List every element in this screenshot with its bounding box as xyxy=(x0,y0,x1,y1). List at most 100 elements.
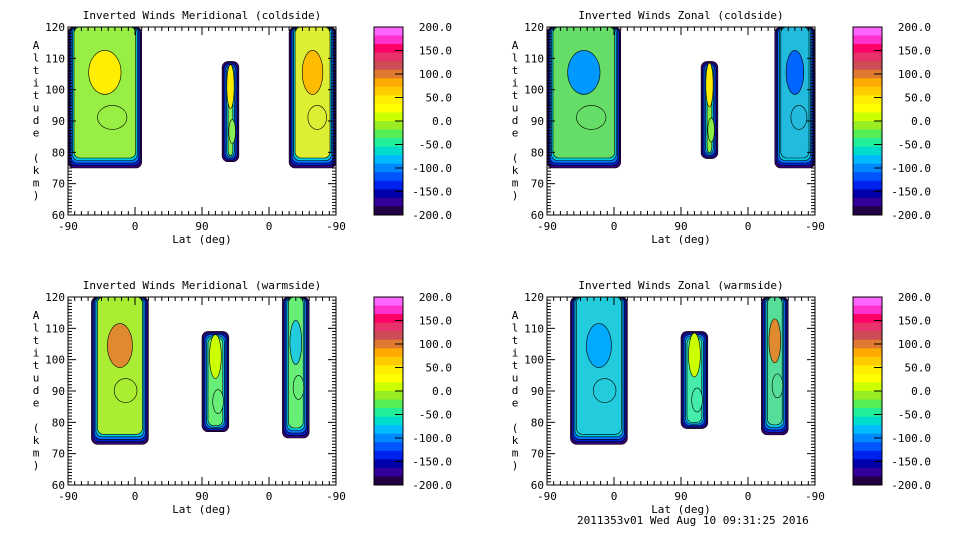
y-axis-label-char: ( xyxy=(512,152,519,165)
y-tick-label: 120 xyxy=(524,291,544,304)
colorbar-label: 0.0 xyxy=(911,385,931,398)
y-tick-label: 120 xyxy=(45,21,65,34)
colorbar-swatch xyxy=(853,103,882,113)
y-axis-label-char: ) xyxy=(512,459,519,472)
x-tick-label: 0 xyxy=(611,220,618,233)
y-axis-label-char: i xyxy=(512,77,519,90)
colorbar-swatch xyxy=(853,305,882,315)
colorbar-swatch xyxy=(853,322,882,332)
x-axis-label: Lat (deg) xyxy=(651,503,711,516)
y-tick-label: 120 xyxy=(524,21,544,34)
colorbar-swatch xyxy=(374,331,403,341)
data-region xyxy=(221,61,240,163)
y-tick-label: 110 xyxy=(45,322,65,335)
colorbar-label: 100.0 xyxy=(419,338,452,351)
y-tick-label: 90 xyxy=(531,115,544,128)
colorbar-swatch xyxy=(853,459,882,469)
y-axis-label-char: ( xyxy=(33,152,40,165)
colorbar-swatch xyxy=(374,86,403,96)
colorbar-swatch xyxy=(374,189,403,199)
y-tick-label: 110 xyxy=(524,322,544,335)
y-axis-label-char: ( xyxy=(512,422,519,435)
y-tick-label: 80 xyxy=(52,146,65,159)
y-tick-label: 70 xyxy=(52,178,65,191)
y-tick-label: 80 xyxy=(52,416,65,429)
colorbar-label: 200.0 xyxy=(898,21,931,34)
colorbar-label: 200.0 xyxy=(898,291,931,304)
y-tick-label: 60 xyxy=(52,209,65,222)
contour-band xyxy=(228,119,236,144)
colorbar-swatch xyxy=(374,305,403,315)
contour-band xyxy=(292,375,305,400)
y-axis-label-char: t xyxy=(33,89,40,102)
x-axis-label: Lat (deg) xyxy=(172,503,232,516)
colorbar-swatch xyxy=(853,399,882,409)
colorbar-swatch xyxy=(374,78,403,88)
x-tick-label: -90 xyxy=(537,220,557,233)
colorbar-label: 150.0 xyxy=(898,315,931,328)
colorbar-swatch xyxy=(853,163,882,173)
data-region xyxy=(91,296,149,445)
colorbar-label: -100.0 xyxy=(412,162,452,175)
colorbar-label: 50.0 xyxy=(905,92,932,105)
colorbar-label: 0.0 xyxy=(432,385,452,398)
contour-band xyxy=(567,50,601,95)
y-axis-label-char: m xyxy=(33,177,40,190)
colorbar-swatch xyxy=(853,297,882,307)
colorbar-swatch xyxy=(853,146,882,156)
contour-band xyxy=(88,50,122,95)
y-axis-label-char: m xyxy=(512,447,519,460)
colorbar-swatch xyxy=(374,52,403,62)
x-axis-label: Lat (deg) xyxy=(172,233,232,246)
colorbar-swatch xyxy=(374,433,403,443)
y-axis-label-char xyxy=(33,139,40,152)
colorbar-swatch xyxy=(853,27,882,37)
y-axis-label-char: d xyxy=(33,114,40,127)
x-tick-label: -90 xyxy=(326,490,346,503)
colorbar-swatch xyxy=(853,314,882,324)
colorbar-label: -150.0 xyxy=(891,186,931,199)
colorbar-swatch xyxy=(374,322,403,332)
contour-band xyxy=(691,387,703,413)
x-tick-label: 0 xyxy=(132,220,139,233)
data-region xyxy=(774,26,816,169)
data-region xyxy=(546,26,621,169)
colorbar-swatch xyxy=(374,121,403,131)
colorbar-swatch xyxy=(374,416,403,426)
y-tick-label: 70 xyxy=(531,178,544,191)
y-axis-label-char: t xyxy=(512,359,519,372)
colorbar-swatch xyxy=(853,416,882,426)
contour-band xyxy=(707,117,715,143)
y-axis-label-char: l xyxy=(512,52,519,65)
y-axis-label-char: ) xyxy=(33,459,40,472)
y-tick-label: 90 xyxy=(52,385,65,398)
data-region xyxy=(67,26,142,169)
colorbar-swatch xyxy=(853,365,882,375)
colorbar-swatch xyxy=(374,314,403,324)
colorbar-swatch xyxy=(374,163,403,173)
colorbar-swatch xyxy=(853,86,882,96)
y-tick-label: 60 xyxy=(531,479,544,492)
y-tick-label: 100 xyxy=(45,354,65,367)
y-axis-label-char: u xyxy=(33,372,40,385)
plot-1: 60 70 80 90 100 110 120 -90 0 90 0 -90 Inverted Wind… xyxy=(33,9,452,246)
y-axis-label-char: t xyxy=(512,334,519,347)
colorbar-label: 0.0 xyxy=(911,115,931,128)
colorbar-swatch xyxy=(374,391,403,401)
colorbar-swatch xyxy=(853,339,882,349)
plot-3: 60 70 80 90 100 110 120 -90 0 90 0 -90 Inverted Wind… xyxy=(33,279,452,516)
colorbar-swatch xyxy=(853,467,882,477)
data-region xyxy=(680,331,709,429)
colorbar-swatch xyxy=(374,348,403,358)
y-tick-label: 70 xyxy=(52,448,65,461)
y-tick-label: 90 xyxy=(52,115,65,128)
colorbar-label: -200.0 xyxy=(412,479,452,492)
y-axis-label-char: l xyxy=(33,52,40,65)
y-axis-label-char: d xyxy=(512,384,519,397)
y-axis-label-char: e xyxy=(33,397,40,410)
colorbar-swatch xyxy=(853,331,882,341)
colorbar-label: 150.0 xyxy=(419,315,452,328)
